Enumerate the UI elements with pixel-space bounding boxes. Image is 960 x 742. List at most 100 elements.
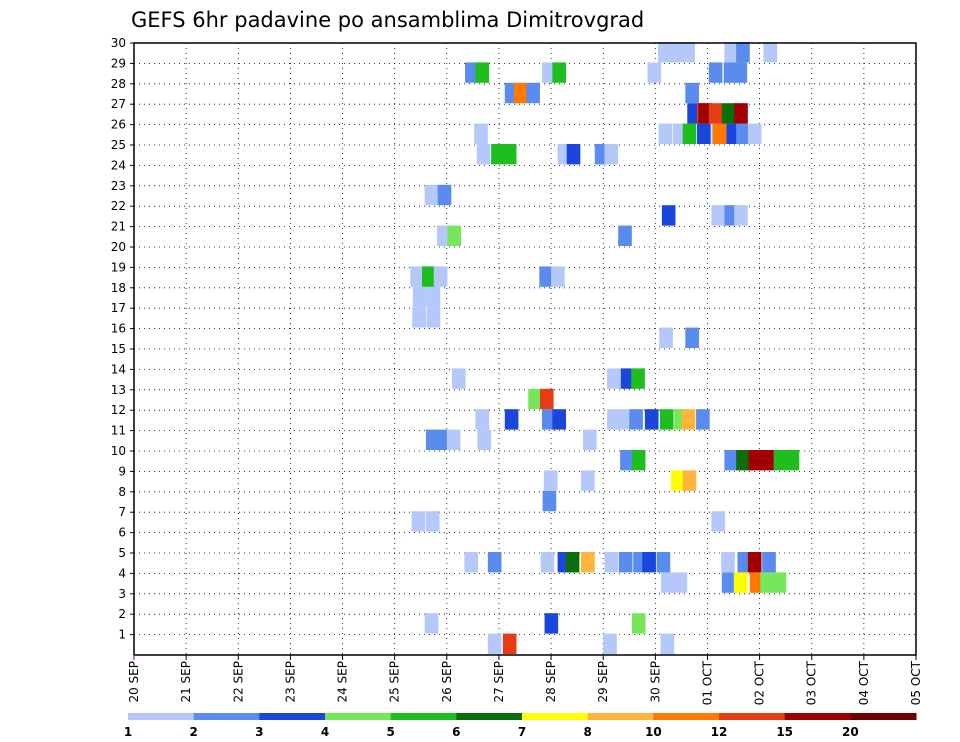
precip-cell (647, 62, 662, 83)
x-tick-label: 03 OCT (805, 660, 819, 705)
precip-cell (721, 103, 736, 124)
precip-cell (474, 123, 488, 144)
precip-cell (631, 450, 646, 471)
precip-cell (566, 144, 581, 165)
precip-cell (411, 511, 426, 532)
precip-cell (785, 450, 800, 471)
x-tick-label: 23 SEP (283, 661, 297, 703)
precip-cell (620, 368, 635, 389)
precip-cell (447, 225, 462, 246)
y-tick-label: 5 (118, 546, 126, 560)
x-tick-label: 02 OCT (753, 660, 767, 705)
y-tick-label: 25 (111, 138, 126, 152)
y-tick-label: 14 (111, 362, 126, 376)
x-tick-label: 27 SEP (492, 661, 506, 703)
x-tick-label: 30 SEP (648, 661, 662, 703)
y-tick-label: 3 (118, 587, 126, 601)
precip-cell (747, 552, 762, 573)
precip-cell (526, 82, 540, 104)
legend-label: 5 (386, 725, 394, 739)
precip-cell (513, 82, 528, 104)
precip-cell (724, 42, 739, 63)
precip-cell (670, 470, 685, 491)
precip-cell (491, 144, 505, 165)
precip-cell (734, 103, 748, 124)
precip-cell (465, 62, 479, 83)
y-tick-label: 13 (111, 383, 126, 397)
precip-cell (631, 368, 645, 389)
precip-cell (581, 470, 595, 491)
precip-cell (581, 552, 595, 573)
precip-cell (552, 409, 567, 430)
legend-swatch (719, 713, 786, 720)
precip-cell (772, 572, 787, 593)
precip-cell (749, 572, 764, 593)
y-tick-label: 17 (111, 301, 126, 315)
precip-cell (773, 450, 788, 471)
precip-cell (604, 144, 619, 165)
precip-cell (748, 450, 763, 471)
precip-cell (552, 62, 567, 83)
cell-layer (410, 42, 800, 654)
precip-cell (736, 123, 750, 144)
precip-cell (540, 552, 555, 573)
precip-cell (698, 103, 712, 124)
precip-cell (410, 266, 424, 287)
precip-cell (464, 552, 479, 573)
precip-cell (670, 42, 685, 63)
precip-cell (712, 123, 727, 144)
legend-swatch (587, 713, 654, 720)
precip-cell (656, 552, 671, 573)
precip-cell (475, 409, 490, 430)
legend-label: 8 (583, 725, 591, 739)
y-tick-label: 27 (111, 97, 126, 111)
precip-cell (673, 572, 688, 593)
legend-swatch (390, 713, 457, 720)
precip-cell (763, 42, 778, 63)
legend-label: 10 (645, 725, 662, 739)
legend-label: 6 (452, 725, 460, 739)
precip-cell (660, 633, 675, 654)
legend-swatch (193, 713, 260, 720)
precip-cell (422, 266, 436, 287)
precip-cell (412, 307, 426, 328)
precip-cell (477, 429, 492, 450)
precip-cell (657, 42, 672, 63)
precip-cell (631, 613, 646, 634)
x-tick-label: 28 SEP (544, 661, 558, 703)
legend-swatch (456, 713, 523, 720)
y-tick-label: 29 (111, 56, 126, 70)
x-tick-label: 20 SEP (127, 661, 141, 703)
precip-cell (436, 429, 451, 450)
x-tick-label: 29 SEP (596, 661, 610, 703)
precip-cell (475, 62, 490, 83)
precip-cell (708, 62, 723, 83)
legend-label: 7 (518, 725, 526, 739)
precip-cell (724, 450, 739, 471)
precip-cell (541, 409, 556, 430)
precip-cell (446, 429, 461, 450)
y-tick-label: 28 (111, 77, 126, 91)
x-tick-label: 24 SEP (336, 661, 350, 703)
precip-cell (543, 470, 558, 491)
y-tick-label: 21 (111, 220, 126, 234)
precip-cell (760, 450, 774, 471)
precip-cell (502, 633, 517, 654)
x-tick-label: 22 SEP (231, 661, 245, 703)
x-tick-label: 05 OCT (909, 660, 923, 705)
precip-cell (681, 409, 696, 430)
precip-cell (685, 327, 699, 348)
precip-cell (685, 82, 699, 104)
precip-cell (425, 511, 440, 532)
precip-cell (736, 42, 750, 63)
y-tick-label: 4 (118, 566, 126, 580)
legend-label: 3 (255, 725, 263, 739)
y-tick-label: 11 (111, 424, 126, 438)
precip-cell (762, 552, 776, 573)
legend-swatch (325, 713, 392, 720)
precip-cell (426, 307, 441, 328)
precip-cell (658, 123, 673, 144)
precip-cell (582, 429, 597, 450)
precip-cell (682, 470, 697, 491)
legend-label: 20 (842, 725, 859, 739)
